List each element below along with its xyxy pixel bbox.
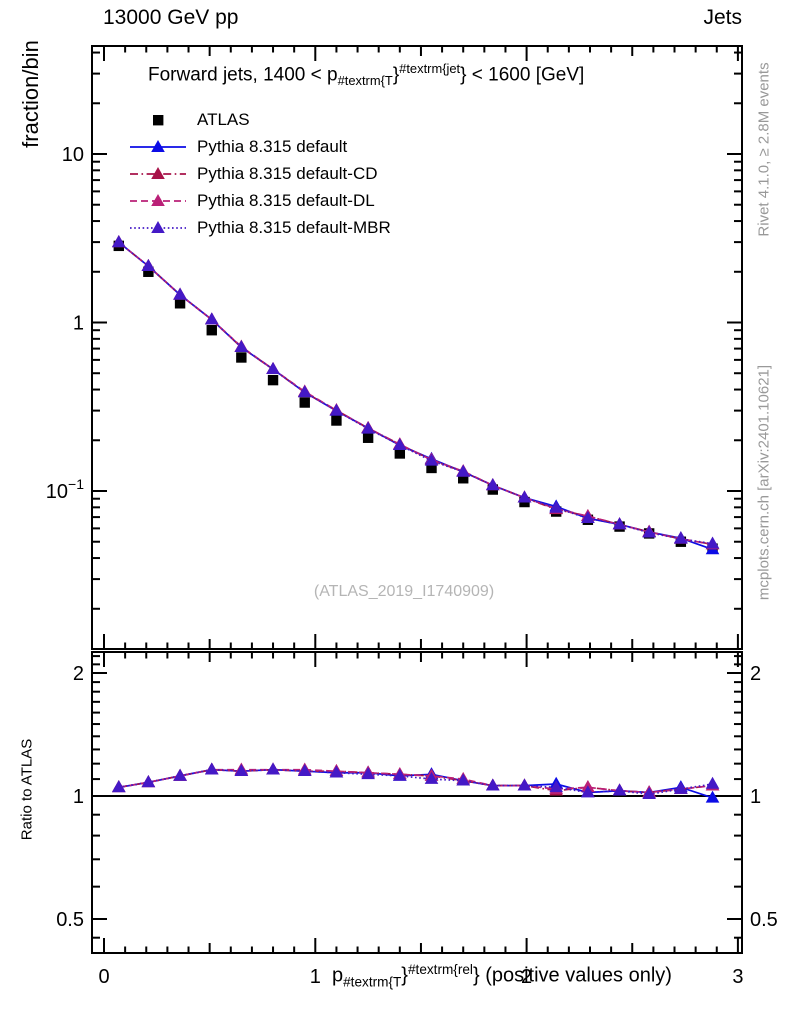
svg-text:1: 1 — [750, 786, 761, 808]
legend-row-default-dl: Pythia 8.315 default-DL — [128, 187, 391, 214]
mcplots-reference-label: mcplots.cern.ch [arXiv:2401.10621] — [755, 364, 773, 601]
svg-text:1: 1 — [73, 786, 84, 808]
svg-text:3: 3 — [732, 966, 743, 988]
axis-tick-labels: 10 1 10−1 2 2 1 1 0.5 0.5 0 1 2 3 — [46, 144, 778, 988]
svg-text:1: 1 — [73, 313, 84, 335]
x-axis-title-suffix: } (positive values only) — [472, 964, 672, 987]
legend-row-default-mbr: Pythia 8.315 default-MBR — [128, 214, 391, 241]
svg-text:10: 10 — [62, 144, 84, 166]
plot-title-superscript: #textrm{jet — [399, 61, 461, 76]
x-axis-title: p#textrm{T}#textrm{rel} (positive values… — [332, 962, 672, 990]
legend-label: Pythia 8.315 default-DL — [197, 190, 375, 210]
triangle-marker-icon — [130, 139, 186, 152]
svg-text:2: 2 — [750, 663, 761, 685]
svg-text:10−1: 10−1 — [46, 476, 84, 503]
svg-text:2: 2 — [521, 966, 532, 988]
analysis-group-label: Jets — [703, 6, 742, 29]
plot-title-mid: } — [392, 64, 400, 86]
svg-text:1: 1 — [310, 966, 321, 988]
ratio-y-axis-title: Ratio to ATLAS — [18, 738, 36, 841]
plot-title-prefix: Forward jets, 1400 < p — [148, 64, 338, 86]
svg-text:0: 0 — [98, 966, 109, 988]
legend: ATLAS Pythia 8.315 default Pythia 8.315 de… — [128, 106, 391, 241]
legend-label: Pythia 8.315 default-CD — [197, 163, 378, 183]
rivet-version-label: Rivet 4.1.0, ≥ 2.8M events — [755, 62, 773, 237]
series-default-cd — [111, 235, 720, 798]
series-default — [111, 235, 720, 803]
plot-frames — [91, 45, 743, 954]
main-y-axis-title: fraction/bin — [18, 40, 43, 148]
plot-title: Forward jets, 1400 < p#textrm{T}#textrm{… — [148, 61, 584, 88]
plot-title-subscript: #textrm{T — [337, 73, 393, 89]
series-default-dl — [111, 235, 720, 798]
legend-label: ATLAS — [197, 109, 250, 129]
x-axis-title-prefix: p — [332, 964, 344, 987]
triangle-marker-icon — [130, 220, 186, 233]
x-axis-title-superscript: #textrm{rel — [407, 962, 473, 977]
data-series — [111, 235, 720, 803]
svg-text:0.5: 0.5 — [56, 909, 84, 931]
analysis-watermark: (ATLAS_2019_I1740909) — [313, 583, 495, 600]
legend-label: Pythia 8.315 default-MBR — [197, 217, 391, 237]
square-marker-icon — [153, 114, 164, 125]
series-atlas — [113, 240, 718, 554]
plot-title-suffix: } < 1600 [GeV] — [460, 64, 585, 86]
svg-text:0.5: 0.5 — [750, 909, 778, 931]
x-axis-title-subscript: #textrm{T — [343, 974, 402, 990]
svg-text:2: 2 — [73, 663, 84, 685]
legend-row-default: Pythia 8.315 default — [128, 133, 391, 160]
legend-row-atlas: ATLAS — [128, 106, 391, 133]
legend-label: Pythia 8.315 default — [197, 136, 348, 156]
triangle-marker-icon — [130, 166, 186, 179]
legend-row-default-cd: Pythia 8.315 default-CD — [128, 160, 391, 187]
beam-energy-label: 13000 GeV pp — [103, 6, 239, 29]
x-axis-title-mid: } — [401, 964, 408, 987]
axis-ticks — [93, 47, 741, 952]
series-default-mbr — [111, 235, 720, 800]
triangle-marker-icon — [130, 193, 186, 206]
